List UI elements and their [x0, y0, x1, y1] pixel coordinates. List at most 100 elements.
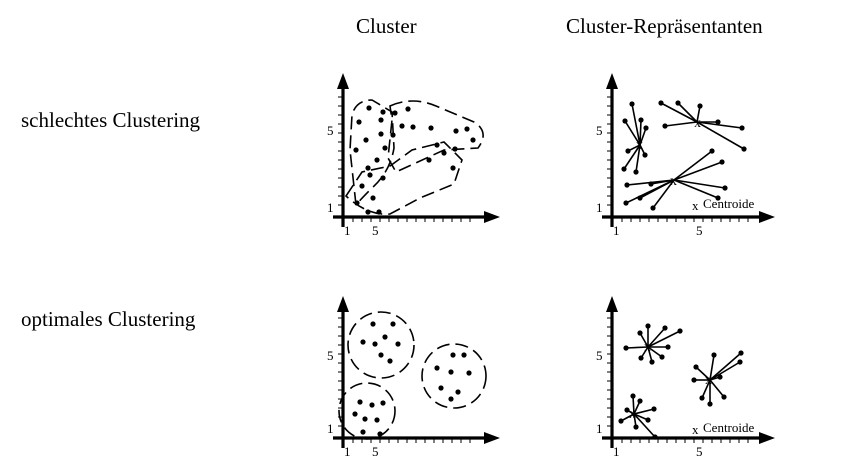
data-point [399, 123, 405, 129]
representative-line [696, 121, 745, 150]
data-point [633, 169, 639, 175]
legend-centroid-label: Centroide [703, 196, 754, 211]
x-tick-label-1: 1 [613, 444, 620, 459]
row-label-bad-clustering: schlechtes Clustering [21, 108, 201, 132]
data-point [651, 406, 657, 412]
data-point [410, 124, 416, 130]
data-point [354, 200, 360, 206]
representative-line [696, 105, 701, 123]
data-point [390, 321, 396, 327]
data-point [675, 100, 681, 106]
x-tick-label-5: 5 [696, 223, 703, 238]
data-point [434, 142, 440, 148]
data-point [405, 106, 411, 112]
data-point [738, 350, 744, 356]
data-point [637, 330, 643, 336]
representative-line [652, 179, 675, 209]
data-point [693, 364, 699, 370]
data-point [719, 159, 725, 165]
data-point [353, 147, 359, 153]
data-point [360, 339, 366, 345]
representative-line [623, 144, 641, 170]
data-point [380, 175, 386, 181]
panel-bad-representatives: 5115xxxxCentroide [596, 73, 775, 238]
representative-line [695, 366, 711, 381]
data-point [697, 103, 703, 109]
data-point [466, 370, 472, 376]
data-point [359, 183, 365, 189]
data-point [374, 417, 380, 423]
data-point [378, 131, 384, 137]
representative-line [709, 361, 741, 381]
data-point [642, 152, 648, 158]
data-point [691, 377, 697, 383]
x-axis-arrow [759, 432, 775, 444]
data-point [699, 395, 705, 401]
data-point [650, 205, 656, 211]
representative-line [696, 121, 743, 129]
representative-line [673, 150, 713, 181]
y-axis-arrow [337, 296, 349, 312]
data-point [438, 385, 444, 391]
data-point [360, 429, 366, 435]
data-point [376, 209, 382, 215]
data-point [374, 157, 380, 163]
column-header-cluster: Cluster [356, 14, 417, 38]
data-point [382, 145, 388, 151]
data-point [356, 119, 362, 125]
y-axis-arrow [606, 73, 618, 89]
representative-line [631, 103, 641, 146]
data-point [638, 355, 644, 361]
data-point [370, 195, 376, 201]
column-header-representatives: Cluster-Repräsentanten [566, 14, 763, 38]
representative-line [660, 102, 698, 123]
representative-line [633, 408, 655, 415]
data-point [365, 209, 371, 215]
representative-line [673, 179, 726, 189]
representative-line [664, 121, 698, 127]
data-point [434, 365, 440, 371]
data-point [387, 358, 393, 364]
data-point [711, 352, 717, 358]
representative-line [633, 413, 656, 438]
cluster-outline [338, 382, 396, 440]
legend-centroid-marker: x [692, 422, 699, 437]
data-point [372, 341, 378, 347]
data-point [715, 119, 721, 125]
data-point [662, 123, 668, 129]
x-tick-label-1: 1 [613, 223, 620, 238]
centroid-marker: x [694, 116, 701, 131]
data-point [623, 345, 629, 351]
panel-optimal-clusters: 5 11 5 [327, 296, 500, 459]
data-point [363, 137, 369, 143]
x-axis-arrow [759, 211, 775, 223]
representative-line [647, 330, 681, 348]
representative-line [709, 354, 715, 381]
y-tick-label-5: 5 [596, 123, 603, 138]
representative-line [709, 379, 725, 398]
cluster-outline [387, 100, 484, 174]
data-point [709, 148, 715, 154]
data-point [645, 323, 651, 329]
representative-line [639, 127, 647, 146]
data-point [378, 352, 384, 358]
data-point [390, 132, 396, 138]
x-tick-label-5: 5 [696, 444, 703, 459]
data-point [652, 434, 658, 440]
data-point [448, 369, 454, 375]
representative-line [639, 332, 649, 348]
data-point [633, 424, 639, 430]
data-point [630, 393, 636, 399]
representative-line [626, 179, 675, 186]
data-point [659, 354, 665, 360]
y-tick-label-1: 1 [327, 200, 334, 215]
data-point [448, 396, 454, 402]
x-axis-arrow [484, 432, 500, 444]
data-point [455, 389, 461, 395]
data-point [362, 416, 368, 422]
data-point [365, 165, 371, 171]
data-point [395, 341, 401, 347]
representative-line [635, 144, 641, 173]
data-point [715, 195, 721, 201]
